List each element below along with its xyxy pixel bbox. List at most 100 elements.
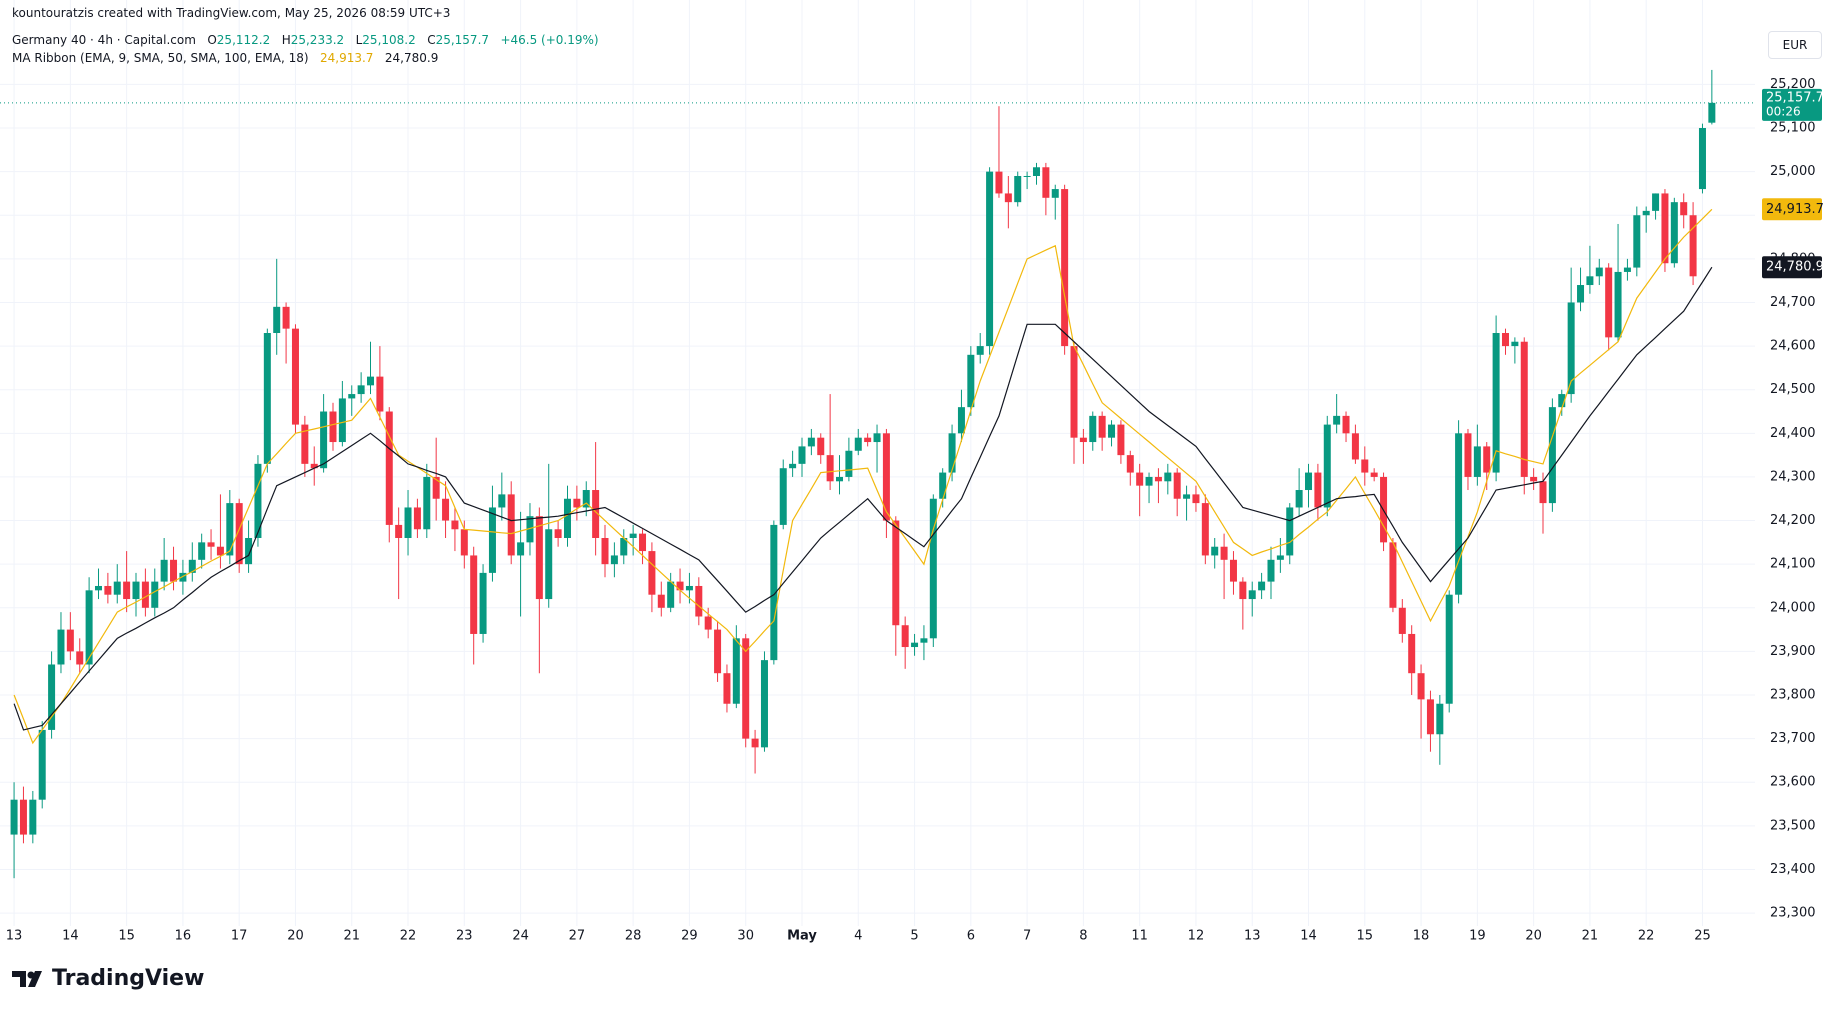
candle-body bbox=[1305, 472, 1313, 491]
candle-body bbox=[1539, 481, 1547, 504]
candle-body bbox=[1530, 476, 1538, 482]
candle-body bbox=[432, 476, 440, 499]
candle-body bbox=[967, 354, 975, 408]
y-tick-label: 25,200 bbox=[1770, 77, 1816, 92]
ribbon-value: 24,780.9 bbox=[384, 51, 439, 65]
candle-body bbox=[10, 799, 18, 835]
ribbon-value: 24,913.7 bbox=[320, 51, 374, 65]
candle-body bbox=[1408, 633, 1416, 674]
x-tick-label: 14 bbox=[62, 929, 79, 944]
candle-body bbox=[714, 629, 722, 674]
x-tick-label: 25 bbox=[1694, 929, 1711, 944]
candle-body bbox=[348, 394, 356, 399]
candle-body bbox=[939, 472, 947, 499]
candle-body bbox=[1436, 703, 1444, 735]
candle-body bbox=[911, 642, 919, 648]
candle-body bbox=[413, 507, 421, 530]
y-tick-label: 23,300 bbox=[1770, 906, 1816, 921]
candle-body bbox=[1398, 607, 1406, 634]
y-tick-label: 25,100 bbox=[1770, 121, 1816, 136]
ribbon-legend: MA Ribbon (EMA, 9, SMA, 50, SMA, 100, EM… bbox=[12, 51, 438, 65]
x-tick-label: 27 bbox=[569, 929, 586, 944]
candle-body bbox=[179, 572, 187, 582]
ma-tag-box bbox=[1762, 198, 1822, 221]
ma-tag: 24,913.7 bbox=[1766, 202, 1824, 217]
y-tick-label: 25,000 bbox=[1770, 164, 1816, 179]
y-tick-label: 24,300 bbox=[1770, 469, 1816, 484]
candle-body bbox=[901, 625, 909, 648]
x-tick-label: 15 bbox=[118, 929, 135, 944]
candle-body bbox=[1455, 433, 1463, 595]
candle-body bbox=[1464, 433, 1472, 477]
candle-body bbox=[836, 476, 844, 482]
price-tag: 25,157.7 bbox=[1766, 90, 1824, 105]
candle-body bbox=[648, 551, 656, 595]
candle-body bbox=[1108, 424, 1116, 438]
currency-button[interactable]: EUR bbox=[1768, 31, 1822, 59]
candle-body bbox=[1032, 167, 1040, 176]
candle-body bbox=[976, 346, 984, 355]
x-tick-label: 8 bbox=[1079, 929, 1087, 944]
x-tick-label: 13 bbox=[1244, 929, 1261, 944]
x-tick-label: 5 bbox=[910, 929, 918, 944]
candle-body bbox=[507, 494, 515, 556]
candle-body bbox=[141, 581, 149, 608]
candle-body bbox=[1483, 446, 1491, 473]
candle-body bbox=[1089, 415, 1097, 443]
candle-body bbox=[132, 581, 140, 600]
candle-body bbox=[1014, 175, 1022, 203]
candle-body bbox=[1079, 437, 1087, 443]
credit: kountouratzis created with TradingView.c… bbox=[12, 6, 451, 20]
candle-body bbox=[760, 660, 768, 748]
candle-body bbox=[38, 729, 46, 800]
candle-body bbox=[1229, 559, 1237, 582]
candle-body bbox=[779, 468, 787, 525]
candle-body bbox=[170, 559, 178, 582]
candle-body bbox=[1661, 193, 1669, 264]
candle-body bbox=[320, 411, 328, 469]
symbol: Germany 40 · 4h · Capital.com bbox=[12, 33, 196, 47]
candle-body bbox=[338, 398, 346, 443]
candle-body bbox=[854, 437, 862, 451]
y-tick-label: 23,800 bbox=[1770, 688, 1816, 703]
x-tick-label: 20 bbox=[287, 929, 304, 944]
candle-body bbox=[460, 529, 468, 556]
candle-body bbox=[395, 524, 403, 538]
candle-body bbox=[1183, 494, 1191, 499]
candle-body bbox=[376, 376, 384, 412]
candle-body bbox=[1098, 415, 1106, 438]
x-tick-label: 21 bbox=[1582, 929, 1599, 944]
x-tick-label: May bbox=[787, 929, 817, 944]
candle-body bbox=[1051, 189, 1059, 198]
candle-body bbox=[610, 555, 618, 565]
candle-body bbox=[1417, 673, 1425, 700]
candle-body bbox=[160, 559, 168, 582]
x-tick-label: 6 bbox=[967, 929, 975, 944]
change: +46.5 (+0.19%) bbox=[500, 33, 599, 47]
candle-body bbox=[1708, 102, 1716, 123]
ohlc-value: 25,157.7 bbox=[435, 33, 490, 47]
candle-body bbox=[1126, 455, 1134, 473]
candle-body bbox=[1595, 267, 1603, 277]
candle-body bbox=[1445, 594, 1453, 704]
candle-body bbox=[207, 542, 215, 547]
candle-body bbox=[357, 385, 365, 395]
candle-body bbox=[1136, 472, 1144, 486]
candle-body bbox=[104, 585, 112, 595]
candle-body bbox=[1605, 267, 1613, 338]
candle-body bbox=[1164, 472, 1172, 482]
x-tick-label: 22 bbox=[1638, 929, 1655, 944]
x-tick-label: 22 bbox=[400, 929, 417, 944]
candle-body bbox=[367, 376, 375, 386]
candle-body bbox=[1623, 267, 1631, 272]
candle-body bbox=[76, 651, 84, 665]
candle-body bbox=[1258, 581, 1266, 591]
y-tick-label: 24,400 bbox=[1770, 426, 1816, 441]
candle-body bbox=[817, 437, 825, 456]
candle-body bbox=[639, 533, 647, 552]
candle-body bbox=[601, 537, 609, 565]
candle-body bbox=[1220, 546, 1228, 560]
candle-body bbox=[1389, 542, 1397, 608]
